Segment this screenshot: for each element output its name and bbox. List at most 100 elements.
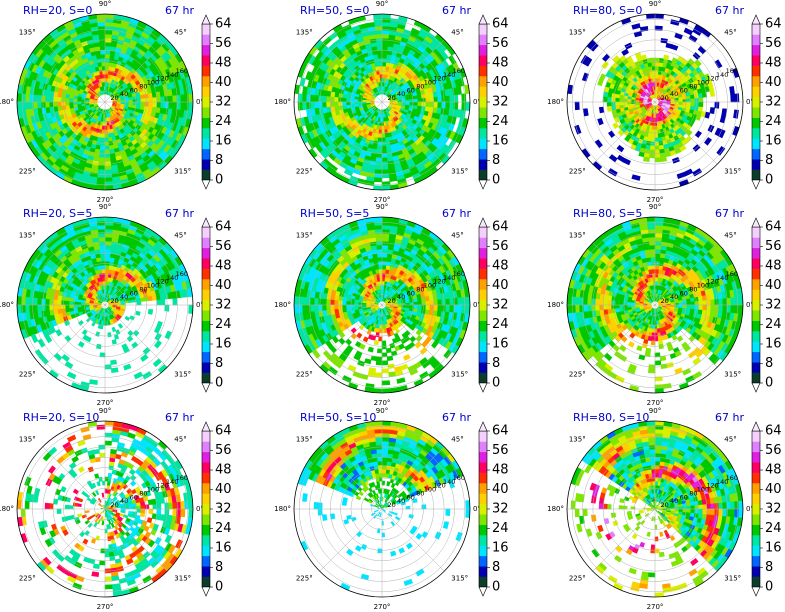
grid-spoke <box>104 39 168 103</box>
field-cell <box>461 101 467 111</box>
field-cell <box>409 304 415 309</box>
field-cell <box>375 332 380 338</box>
field-cell <box>397 101 403 105</box>
field-cell <box>104 145 111 151</box>
field-cell <box>44 334 53 344</box>
field-cell <box>110 367 119 374</box>
colorbar-tick-label: 32 <box>765 95 782 110</box>
field-cell <box>381 276 386 282</box>
field-cell <box>104 268 109 274</box>
angle-tick-label: 225° <box>569 167 586 175</box>
panel-title: RH=20, S=5 <box>23 207 92 220</box>
radial-tick-label: 40 <box>397 90 405 98</box>
field-cell <box>606 101 612 108</box>
field-cell <box>437 101 443 109</box>
field-cell <box>425 101 431 108</box>
field-cell <box>337 97 343 103</box>
field-cell <box>654 73 659 79</box>
colorbar-tick-label: 56 <box>492 36 509 51</box>
colorbar-extend-max <box>201 14 211 25</box>
field-cell <box>32 304 38 313</box>
field-cell <box>297 93 303 103</box>
field-cell <box>66 371 77 380</box>
panel-time-label: 67 hr <box>165 207 194 220</box>
field-cell <box>101 129 106 135</box>
colorbar-segment <box>479 117 487 129</box>
field-cell <box>389 18 399 24</box>
field-cell <box>132 101 138 106</box>
field-cell <box>654 57 660 63</box>
field-cell <box>104 272 109 278</box>
field-cell <box>734 93 740 103</box>
field-cell <box>373 21 383 27</box>
angle-tick-label: 180° <box>0 98 14 106</box>
field-cell <box>405 101 411 106</box>
field-cell <box>20 296 26 306</box>
field-cell <box>104 153 111 159</box>
radial-tick-label: 20 <box>660 94 668 102</box>
radial-tick-label: 20 <box>110 94 118 102</box>
field-cell <box>104 61 110 67</box>
field-cell <box>694 130 702 138</box>
colorbar-tick-label: 32 <box>215 298 232 313</box>
field-cell <box>111 326 117 333</box>
grid-spoke <box>42 101 106 165</box>
field-cell <box>729 86 735 95</box>
field-cell <box>622 98 628 103</box>
field-cell <box>100 260 106 266</box>
field-cell <box>376 45 383 51</box>
field-cell <box>96 220 106 226</box>
field-cell <box>405 304 411 309</box>
field-cell <box>349 98 355 103</box>
field-cell <box>136 101 142 106</box>
field-cell <box>104 165 112 171</box>
polar-frame <box>16 13 194 191</box>
field-cell <box>433 96 439 103</box>
field-cell <box>651 133 656 139</box>
field-cell <box>132 329 140 337</box>
field-cell <box>124 315 131 321</box>
field-cell <box>377 141 383 147</box>
colorbar-tick-label: 16 <box>215 337 232 352</box>
field-cell <box>690 101 696 107</box>
field-cell <box>126 335 134 343</box>
colorbar-segment <box>752 96 760 108</box>
panel-time-label: 67 hr <box>715 4 744 17</box>
field-cell <box>147 308 154 315</box>
radial-tick-label: 100 <box>147 79 159 87</box>
angle-tick-label: 315° <box>724 167 741 175</box>
field-cell <box>48 299 54 306</box>
field-cell <box>373 17 383 23</box>
field-cell <box>64 300 70 306</box>
angle-tick-label: 180° <box>0 301 14 309</box>
field-cell <box>698 96 704 103</box>
field-cell <box>456 86 462 95</box>
field-cell <box>110 359 118 366</box>
field-cell <box>160 298 166 306</box>
field-cell <box>381 53 388 59</box>
field-cell <box>376 145 383 151</box>
field-cell <box>709 107 716 115</box>
field-cell <box>68 301 74 306</box>
radial-tick-label: 80 <box>139 82 147 90</box>
colorbar-tick-label: 8 <box>492 153 500 168</box>
angle-tick-label: 45° <box>451 29 463 37</box>
field-cell <box>373 177 383 183</box>
colorbar-segment <box>479 138 487 150</box>
field-cell <box>621 48 630 56</box>
field-cell <box>60 304 66 310</box>
field-cell <box>72 301 78 306</box>
field-cell <box>389 176 398 182</box>
field-cell <box>375 165 383 171</box>
field-cell <box>140 354 149 362</box>
field-cell <box>99 153 106 159</box>
field-cell <box>658 57 664 64</box>
colorbar-segment <box>479 159 487 170</box>
field-cell <box>48 101 54 108</box>
field-cell <box>76 301 82 306</box>
field-cell <box>574 101 580 111</box>
colorbar-tick-label: 16 <box>765 134 782 149</box>
colorbar-segment <box>479 86 487 98</box>
field-cell <box>377 57 383 63</box>
